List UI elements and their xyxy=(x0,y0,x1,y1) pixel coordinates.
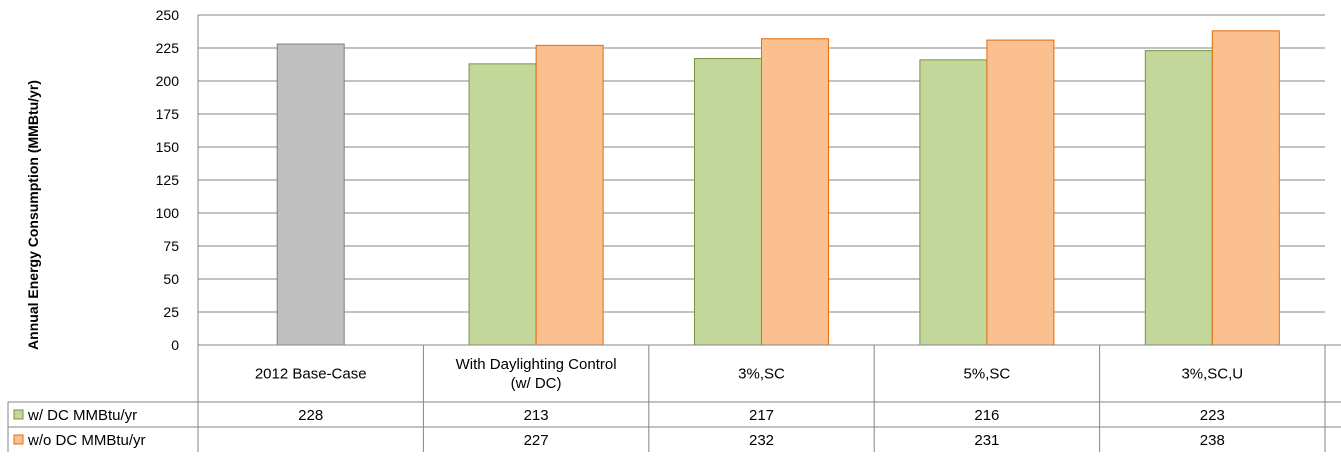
y-tick-label: 225 xyxy=(156,40,180,56)
y-tick-label: 125 xyxy=(156,172,180,188)
table-value: 217 xyxy=(749,407,774,424)
y-tick-label: 100 xyxy=(156,205,180,221)
bar-without-dc xyxy=(535,44,604,346)
bar-with-dc xyxy=(919,59,988,346)
y-tick-label: 25 xyxy=(163,304,179,320)
table-value: 227 xyxy=(524,432,549,449)
table-value: 232 xyxy=(749,432,774,449)
category-label: With Daylighting Control xyxy=(456,356,617,373)
legend-label: w/ DC MMBtu/yr xyxy=(27,407,137,424)
table-value: 216 xyxy=(974,407,999,424)
table-value: 228 xyxy=(298,407,323,424)
bar-with-dc xyxy=(1144,50,1213,346)
y-tick-label: 200 xyxy=(156,73,180,89)
y-tick-label: 175 xyxy=(156,106,180,122)
y-tick-label: 150 xyxy=(156,139,180,155)
bar-without-dc xyxy=(1211,30,1280,346)
y-axis-label: Annual Energy Consumption (MMBtu/yr) xyxy=(25,80,41,350)
bar-without-dc xyxy=(986,39,1055,346)
bar-with-dc xyxy=(694,58,762,346)
legend-swatch xyxy=(13,434,24,445)
table-value: 223 xyxy=(1200,407,1225,424)
table-value: 213 xyxy=(524,407,549,424)
category-label: 3%,SC xyxy=(738,366,785,383)
category-label: 2012 Base-Case xyxy=(255,366,367,383)
y-tick-label: 75 xyxy=(163,238,179,254)
y-tick-label: 0 xyxy=(171,337,179,353)
bar-without-dc xyxy=(761,38,829,346)
y-tick-label: 250 xyxy=(156,7,180,23)
bar-base-case xyxy=(276,43,345,346)
table-value: 231 xyxy=(974,432,999,449)
y-tick-label: 50 xyxy=(163,271,179,287)
category-label: (w/ DC) xyxy=(511,375,562,392)
category-label: 3%,SC,U xyxy=(1181,366,1243,383)
table-value: 238 xyxy=(1200,432,1225,449)
category-label: 5%,SC xyxy=(964,366,1011,383)
legend-swatch xyxy=(13,409,24,420)
bar-with-dc xyxy=(468,63,537,346)
legend-label: w/o DC MMBtu/yr xyxy=(27,432,146,449)
